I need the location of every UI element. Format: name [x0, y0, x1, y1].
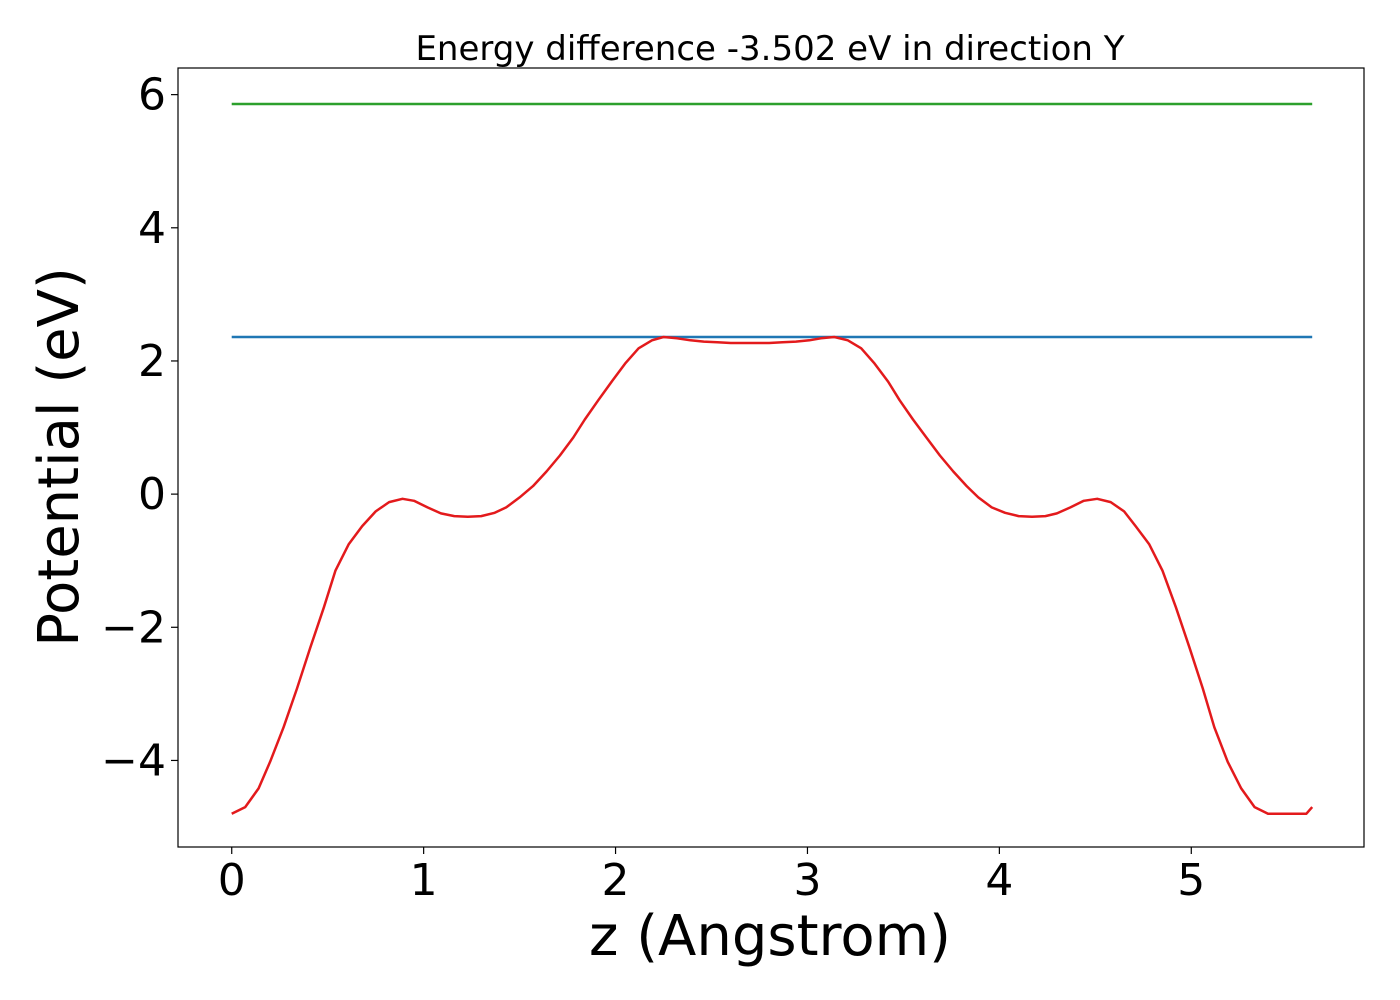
plot-frame — [177, 67, 1365, 848]
x-axis-label: z (Angstrom) — [589, 904, 951, 969]
y-tick-label: −4 — [101, 735, 166, 786]
x-tick-label: 2 — [602, 855, 630, 906]
chart-title: Energy difference -3.502 eV in direction… — [415, 29, 1124, 69]
series-line-2 — [231, 335, 1314, 815]
y-tick-label: 0 — [138, 469, 166, 520]
y-tick-label: 6 — [138, 70, 166, 121]
y-axis-ticks: −4 −2 0 2 4 6 — [101, 70, 178, 786]
y-tick-label: 2 — [138, 336, 166, 387]
y-tick-label: 4 — [138, 203, 166, 254]
series-layer — [231, 102, 1314, 815]
y-axis-label: Potential (eV) — [27, 267, 92, 647]
x-axis-ticks: 0 1 2 3 4 5 — [218, 847, 1205, 906]
x-tick-label: 1 — [410, 855, 438, 906]
x-tick-label: 5 — [1177, 855, 1205, 906]
x-tick-label: 3 — [793, 855, 821, 906]
y-tick-label: −2 — [101, 602, 166, 653]
x-tick-label: 0 — [218, 855, 246, 906]
x-tick-label: 4 — [985, 855, 1013, 906]
